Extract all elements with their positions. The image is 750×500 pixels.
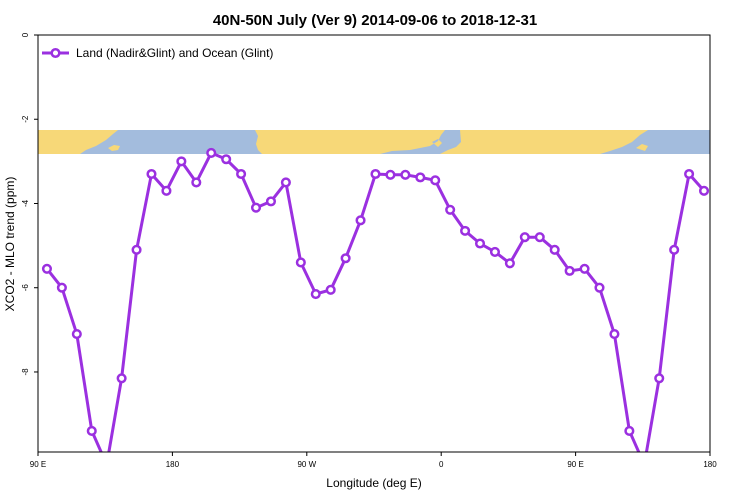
data-point bbox=[594, 282, 605, 293]
data-point bbox=[564, 265, 575, 276]
data-point bbox=[161, 185, 172, 196]
data-point bbox=[221, 154, 232, 165]
data-point bbox=[534, 232, 545, 243]
data-point bbox=[131, 244, 142, 255]
data-point bbox=[430, 175, 441, 186]
data-point bbox=[310, 288, 321, 300]
data-point bbox=[340, 253, 351, 264]
data-point bbox=[640, 461, 648, 469]
map-land bbox=[38, 130, 648, 154]
data-point bbox=[474, 238, 486, 249]
data-point bbox=[250, 202, 262, 213]
data-point bbox=[56, 282, 67, 293]
data-point bbox=[146, 168, 157, 180]
data-point bbox=[325, 284, 336, 295]
data-point bbox=[370, 168, 381, 180]
y-tick-label: -8 bbox=[21, 368, 30, 376]
data-point bbox=[176, 156, 187, 167]
legend: Land (Nadir&Glint) and Ocean (Glint) bbox=[42, 46, 273, 60]
legend-marker-swatch bbox=[50, 47, 61, 59]
data-point bbox=[504, 258, 515, 269]
y-tick-label: -2 bbox=[21, 115, 30, 123]
data-point bbox=[355, 215, 366, 226]
plot-data-layer bbox=[41, 147, 710, 469]
series-line bbox=[45, 151, 706, 452]
data-point bbox=[41, 263, 53, 274]
y-axis: 0 -2 -4 -6 -8 bbox=[21, 32, 38, 376]
plot-frame bbox=[37, 34, 711, 453]
map-land-west bbox=[38, 130, 74, 154]
data-point bbox=[489, 246, 501, 257]
data-point bbox=[116, 373, 127, 384]
y-tick-label: -4 bbox=[21, 199, 30, 207]
data-point bbox=[295, 257, 306, 268]
data-point bbox=[71, 329, 82, 340]
data-point bbox=[191, 177, 202, 188]
data-point bbox=[519, 232, 530, 243]
data-point bbox=[236, 168, 247, 180]
data-point bbox=[609, 329, 620, 340]
data-point bbox=[415, 172, 426, 183]
world-map-strip bbox=[38, 130, 710, 154]
x-axis-label: Longitude (deg E) bbox=[326, 476, 421, 490]
data-point bbox=[669, 244, 680, 255]
data-point bbox=[684, 168, 695, 180]
data-point bbox=[579, 263, 590, 274]
data-point bbox=[445, 204, 456, 215]
x-tick-label: 180 bbox=[166, 460, 180, 469]
data-point bbox=[400, 169, 411, 180]
data-point bbox=[698, 185, 710, 196]
x-axis: 90 E 180 90 W 0 90 E 180 bbox=[30, 452, 717, 469]
x-tick-label: 90 E bbox=[567, 460, 583, 469]
y-tick-label: 0 bbox=[21, 32, 30, 37]
data-point bbox=[265, 196, 277, 207]
data-point bbox=[624, 425, 635, 436]
data-point bbox=[280, 177, 291, 188]
chart-title: 40N-50N July (Ver 9) 2014-09-06 to 2018-… bbox=[213, 12, 537, 29]
y-axis-label: XCO2 - MLO trend (ppm) bbox=[3, 177, 17, 312]
x-tick-label: 180 bbox=[703, 460, 717, 469]
data-point bbox=[654, 373, 665, 384]
x-tick-label: 90 W bbox=[297, 460, 316, 469]
data-point bbox=[103, 461, 111, 469]
data-point bbox=[385, 169, 396, 180]
x-tick-label: 90 E bbox=[30, 460, 46, 469]
data-point bbox=[206, 147, 217, 158]
data-point bbox=[460, 225, 471, 236]
y-tick-label: -6 bbox=[21, 284, 30, 292]
legend-label: Land (Nadir&Glint) and Ocean (Glint) bbox=[76, 46, 273, 60]
x-tick-label: 0 bbox=[439, 460, 444, 469]
data-point bbox=[549, 244, 560, 255]
data-point bbox=[86, 425, 97, 436]
